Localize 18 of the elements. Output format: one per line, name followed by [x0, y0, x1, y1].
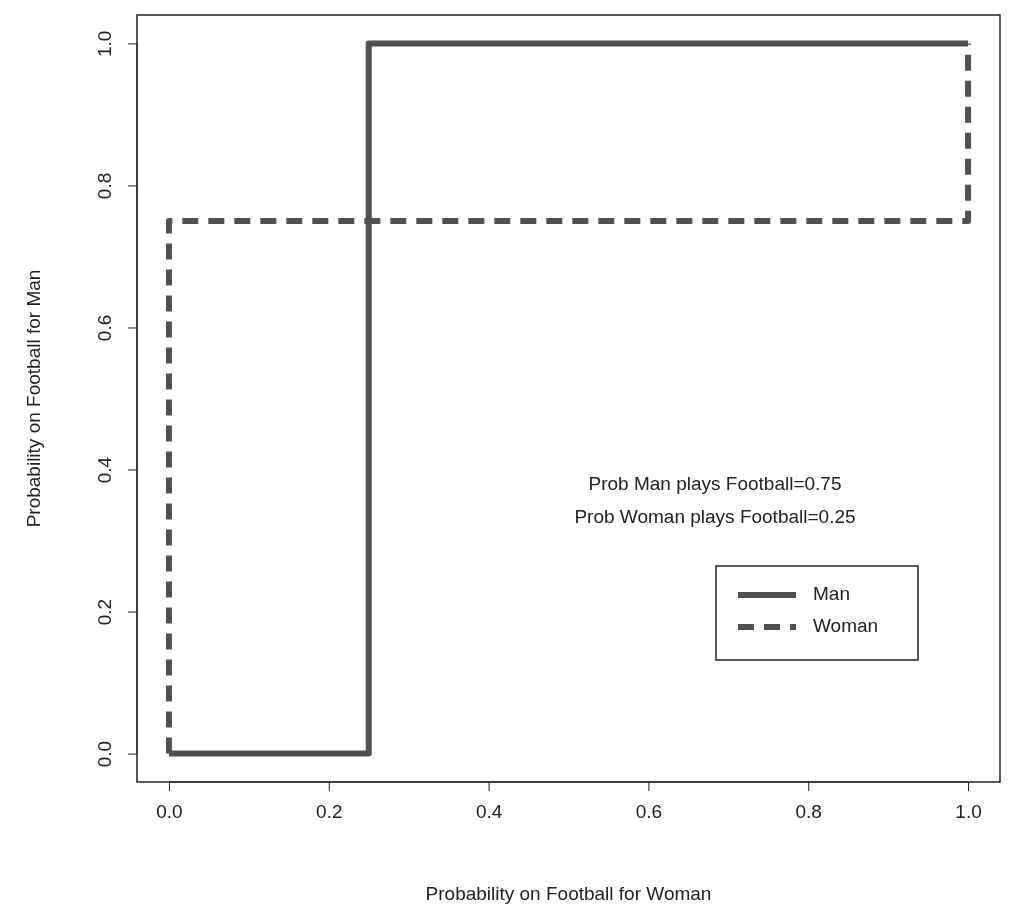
x-tick-label: 0.4: [475, 801, 503, 823]
x-tick-label: 0.2: [316, 801, 343, 823]
y-tick-label: 0.0: [94, 740, 116, 768]
y-tick-label: 0.2: [94, 598, 116, 626]
y-tick-label: 0.4: [94, 456, 116, 484]
annotation: Prob Man plays Football=0.75: [588, 473, 842, 494]
y-tick-label: 1.0: [94, 30, 116, 58]
x-axis-title: Probability on Football for Woman: [425, 883, 712, 904]
legend-label: Man: [813, 583, 850, 605]
legend-label: Woman: [813, 615, 879, 637]
y-tick-label: 0.8: [94, 172, 116, 200]
x-tick-label: 0.8: [795, 801, 822, 823]
x-tick-label: 0.6: [635, 801, 663, 823]
x-tick-label: 1.0: [955, 801, 982, 823]
y-tick-label: 0.6: [94, 314, 116, 342]
annotation: Prob Woman plays Football=0.25: [574, 506, 856, 527]
y-axis-title: Probability on Football for Man: [23, 269, 44, 528]
x-tick-label: 0.0: [156, 801, 183, 823]
